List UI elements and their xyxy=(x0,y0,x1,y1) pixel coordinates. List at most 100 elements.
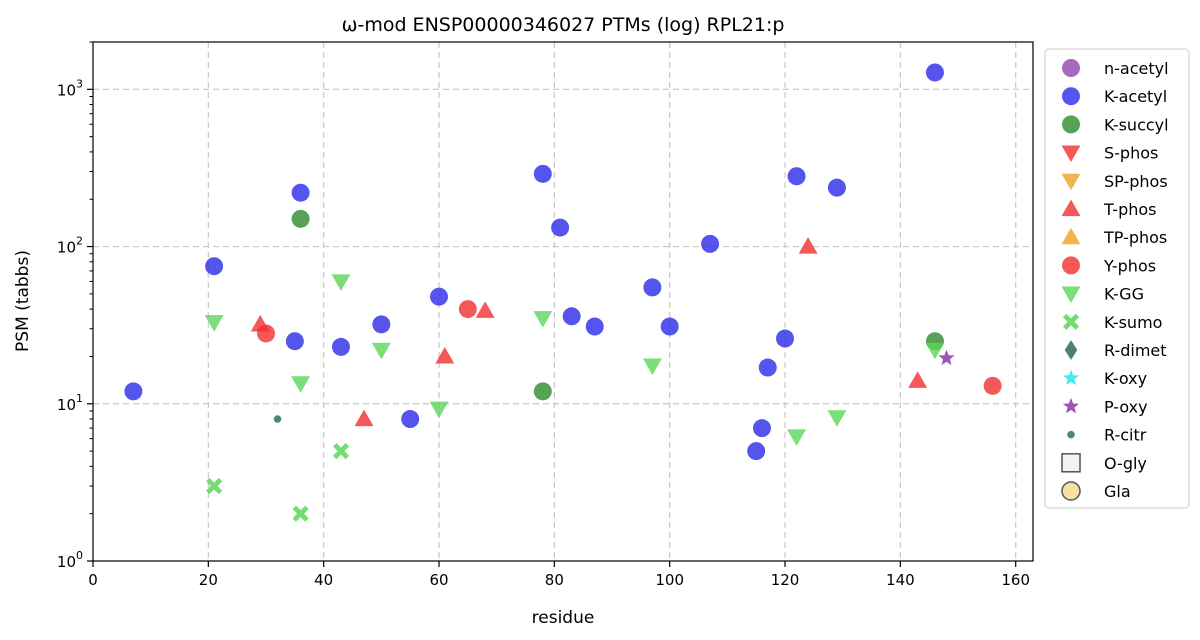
point-k-acetyl xyxy=(430,287,449,306)
point-t-phos xyxy=(908,371,928,388)
point-k-acetyl xyxy=(533,164,552,183)
legend-label-sp-phos: SP-phos xyxy=(1104,172,1168,191)
legend-label-t-phos: T-phos xyxy=(1103,200,1157,219)
point-k-gg xyxy=(787,429,807,446)
x-tick-label: 60 xyxy=(429,571,448,589)
y-axis-label: PSM (tabbs) xyxy=(13,250,33,352)
x-axis-ticks: 0 20 40 60 80 100 120 140 160 xyxy=(88,561,1030,589)
point-k-acetyl xyxy=(660,317,679,336)
point-k-acetyl xyxy=(285,332,304,351)
legend-label-k-gg: K-GG xyxy=(1104,285,1144,304)
legend-marker-gla xyxy=(1061,481,1081,501)
point-k-acetyl xyxy=(752,419,771,438)
point-k-acetyl xyxy=(551,218,570,237)
y-axis-ticks: 100 101 102 103 xyxy=(57,77,93,571)
point-k-acetyl xyxy=(372,315,391,334)
point-k-gg xyxy=(827,410,847,427)
y-tick-label: 102 xyxy=(57,235,83,257)
legend-label-p-oxy: P-oxy xyxy=(1104,397,1148,416)
legend-label-o-gly: O-gly xyxy=(1104,454,1147,473)
point-p-oxy xyxy=(938,349,955,366)
legend-marker-k-sumo xyxy=(1062,313,1080,330)
legend-marker-k-succyl xyxy=(1062,115,1080,134)
legend-label-tp-phos: TP-phos xyxy=(1103,228,1167,247)
legend-marker-t-phos xyxy=(1061,199,1081,217)
plot-frame xyxy=(92,41,1034,562)
point-t-phos xyxy=(475,301,495,318)
legend-marker-r-citr xyxy=(1067,430,1075,439)
point-k-acetyl xyxy=(925,63,944,82)
x-tick-label: 40 xyxy=(314,571,333,589)
point-y-phos xyxy=(257,324,276,343)
x-tick-label: 100 xyxy=(655,571,684,589)
point-k-gg xyxy=(204,315,224,332)
point-k-acetyl xyxy=(787,167,806,186)
point-t-phos xyxy=(354,409,374,427)
point-k-gg xyxy=(533,311,553,328)
legend-label-k-succyl: K-succyl xyxy=(1104,115,1169,134)
legend-marker-tp-phos xyxy=(1061,227,1081,245)
legend-label-gla: Gla xyxy=(1104,482,1131,501)
x-axis-label: residue xyxy=(532,608,595,628)
legend-marker-p-oxy xyxy=(1062,397,1080,414)
point-t-phos xyxy=(798,237,818,254)
point-t-phos xyxy=(435,346,455,364)
legend-marker-sp-phos xyxy=(1061,173,1081,191)
y-tick-label: 103 xyxy=(57,77,83,99)
x-tick-label: 120 xyxy=(771,571,800,589)
point-y-phos xyxy=(983,376,1002,395)
point-k-succyl xyxy=(533,382,552,401)
point-k-acetyl xyxy=(701,234,720,253)
legend-label-k-sumo: K-sumo xyxy=(1104,313,1162,332)
legend-label-y-phos: Y-phos xyxy=(1103,256,1156,275)
legend-marker-r-dimet xyxy=(1064,340,1078,360)
point-k-succyl xyxy=(291,209,310,228)
chart-title: ω-mod ENSP00000346027 PTMs (log) RPL21:p xyxy=(342,14,785,36)
x-tick-label: 80 xyxy=(545,571,564,589)
point-k-acetyl xyxy=(747,442,766,461)
grid xyxy=(93,42,1033,561)
legend-label-k-oxy: K-oxy xyxy=(1104,369,1147,388)
point-k-sumo xyxy=(206,477,223,495)
point-k-acetyl xyxy=(758,358,777,377)
x-tick-label: 20 xyxy=(199,571,218,589)
legend-box xyxy=(1044,48,1190,509)
legend-marker-y-phos xyxy=(1062,256,1080,275)
point-k-acetyl xyxy=(776,329,795,348)
point-k-gg xyxy=(429,401,449,419)
legend-label-r-citr: R-citr xyxy=(1104,426,1147,445)
point-k-gg xyxy=(331,274,351,291)
legend-label-n-acetyl: n-acetyl xyxy=(1104,59,1169,78)
point-k-gg xyxy=(371,342,391,360)
legend: n-acetyl K-acetyl K-succyl S-phos SP-phos T-p… xyxy=(1044,48,1190,509)
point-k-acetyl xyxy=(124,382,143,401)
y-tick-label: 100 xyxy=(57,549,83,571)
point-k-acetyl xyxy=(585,317,604,336)
legend-marker-n-acetyl xyxy=(1062,59,1080,77)
point-k-sumo xyxy=(292,505,309,522)
legend-marker-s-phos xyxy=(1061,145,1081,163)
x-tick-label: 0 xyxy=(88,571,98,589)
point-k-gg xyxy=(925,342,945,360)
point-k-sumo xyxy=(332,443,350,460)
point-r-citr xyxy=(273,415,282,423)
point-k-acetyl xyxy=(205,257,224,276)
point-k-acetyl xyxy=(401,410,420,429)
point-k-gg xyxy=(642,358,662,376)
y-tick-label: 101 xyxy=(57,392,83,414)
point-y-phos xyxy=(458,300,477,319)
x-tick-label: 160 xyxy=(1001,571,1030,589)
point-k-acetyl xyxy=(291,183,310,202)
data-marks xyxy=(124,63,1002,522)
point-k-acetyl xyxy=(331,337,350,356)
point-k-acetyl xyxy=(643,278,662,297)
point-k-gg xyxy=(291,376,311,393)
point-k-acetyl xyxy=(562,307,581,326)
legend-label-k-acetyl: K-acetyl xyxy=(1104,87,1167,106)
legend-marker-k-acetyl xyxy=(1062,87,1080,106)
legend-label-s-phos: S-phos xyxy=(1104,144,1158,163)
x-tick-label: 140 xyxy=(886,571,915,589)
point-k-acetyl xyxy=(827,178,846,197)
legend-marker-k-oxy xyxy=(1062,369,1080,386)
